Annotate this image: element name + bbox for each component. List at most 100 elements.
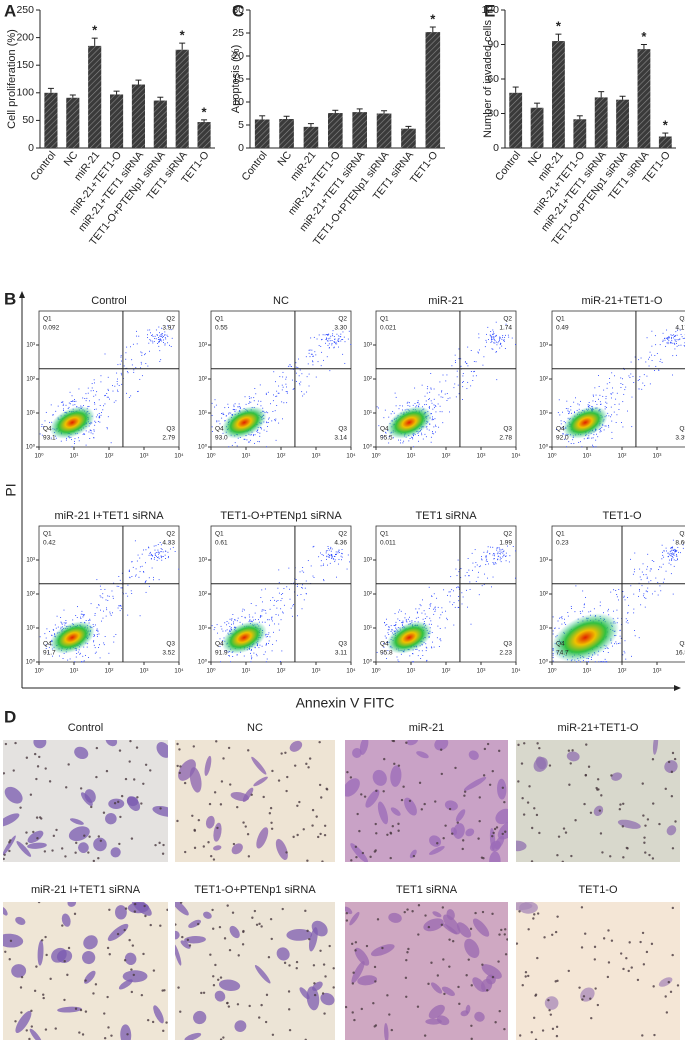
event-dot [93,624,94,625]
event-dot [259,645,260,646]
event-dot [499,551,500,552]
pore [8,850,10,852]
event-dot [497,559,498,560]
pore [152,1021,154,1023]
x-tick-label: 10⁰ [547,453,557,460]
event-dot [94,382,95,383]
event-dot [501,339,502,340]
event-dot [426,650,427,651]
event-dot [338,551,339,552]
event-dot [232,614,233,615]
event-dot [640,604,641,605]
event-dot [493,577,494,578]
event-dot [112,385,113,386]
event-dot [267,412,268,413]
event-dot [432,642,433,643]
event-dot [497,547,498,548]
event-dot [624,389,625,390]
event-dot [109,612,110,613]
event-dot [487,551,488,552]
quadrant-value: 91.7 [43,650,56,657]
event-dot [99,422,100,423]
event-dot [136,568,137,569]
event-dot [115,634,116,635]
event-dot [292,380,293,381]
event-dot [477,352,478,353]
event-dot [671,340,672,341]
event-dot [403,441,404,442]
event-dot [447,400,448,401]
event-dot [493,331,494,332]
pore [609,855,611,857]
pore [49,780,51,782]
event-dot [326,559,327,560]
event-dot [319,335,320,336]
event-dot [502,335,503,336]
event-dot [270,403,271,404]
event-dot [136,331,137,332]
event-dot [165,343,166,344]
pore [468,958,470,960]
event-dot [432,409,433,410]
event-dot [670,551,671,552]
pore [90,806,92,808]
pore [666,1011,668,1013]
event-dot [315,354,316,355]
pore [245,825,247,827]
event-dot [306,581,307,582]
pore [233,843,235,845]
event-dot [142,566,143,567]
pore [517,744,519,746]
pore [594,946,596,948]
event-dot [286,586,287,587]
pore [672,847,674,849]
pore [406,951,408,953]
event-dot [78,437,79,438]
pore [162,844,164,846]
event-dot [249,402,250,403]
event-dot [568,413,569,414]
event-dot [127,615,128,616]
event-dot [276,601,277,602]
event-dot [469,582,470,583]
event-dot [475,549,476,550]
event-dot [334,556,335,557]
pore [504,933,506,935]
pore [568,970,570,972]
event-dot [673,550,674,551]
event-dot [474,371,475,372]
quadrant-name: Q1 [556,531,565,538]
pore [51,849,53,851]
pore [107,1026,109,1028]
event-dot [650,352,651,353]
pore [118,843,120,845]
event-dot [589,402,590,403]
pore [517,780,519,782]
flow-plot: miR-2110⁰10¹10²10³10⁴10⁰10¹10²10³Q10.021… [363,295,521,460]
pore [162,853,164,855]
image-title: NC [247,722,263,734]
event-dot [220,661,221,662]
event-dot [58,627,59,628]
event-dot [104,589,105,590]
y-tick-label: 10¹ [539,411,548,417]
event-dot [88,620,89,621]
event-dot [429,408,430,409]
event-dot [82,616,83,617]
event-dot [340,341,341,342]
event-dot [279,582,280,583]
pore [194,847,196,849]
event-dot [261,589,262,590]
event-dot [654,370,655,371]
event-dot [412,661,413,662]
event-dot [282,385,283,386]
event-dot [302,567,303,568]
event-dot [257,404,258,405]
event-dot [122,587,123,588]
event-dot [255,619,256,620]
pore [619,803,621,805]
event-dot [663,557,664,558]
pore [35,778,37,780]
x-tick-label: 10⁴ [511,668,521,675]
image-content [169,896,337,1042]
